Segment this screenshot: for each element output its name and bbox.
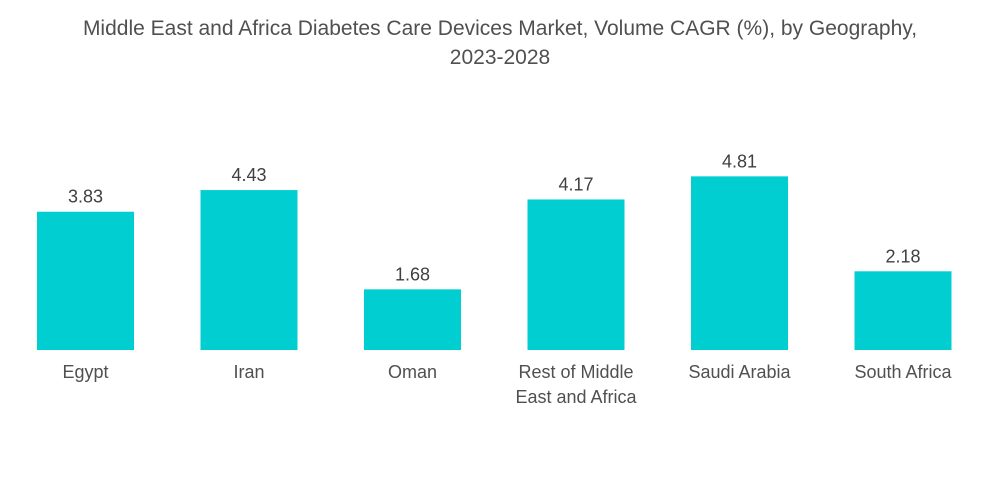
chart-title: Middle East and Africa Diabetes Care Dev… — [0, 14, 1000, 72]
x-tick-label: Saudi Arabia — [688, 362, 791, 382]
x-tick-label: East and Africa — [515, 387, 637, 407]
x-tick-label: Iran — [233, 362, 264, 382]
x-tick-label: Egypt — [62, 362, 108, 382]
x-tick-label: Rest of Middle — [518, 362, 633, 382]
data-label: 4.17 — [558, 174, 593, 194]
data-label: 2.18 — [885, 246, 920, 266]
chart-title-line-1: Middle East and Africa Diabetes Care Dev… — [82, 17, 918, 40]
bar-south-africa — [854, 271, 952, 350]
x-tick-label: South Africa — [854, 362, 952, 382]
bar-rest-of-middle-east-and-africa — [527, 199, 625, 350]
data-label: 3.83 — [68, 187, 103, 207]
bar-saudi-arabia — [691, 176, 788, 350]
data-label: 4.81 — [722, 151, 757, 171]
bar-oman — [364, 289, 461, 350]
bar-iran — [200, 190, 298, 350]
chart-title-line-2: 2023-2028 — [449, 46, 551, 69]
data-label: 4.43 — [231, 165, 266, 185]
data-label: 1.68 — [395, 264, 430, 284]
x-tick-label: Oman — [388, 362, 437, 382]
bar-egypt — [37, 211, 134, 350]
